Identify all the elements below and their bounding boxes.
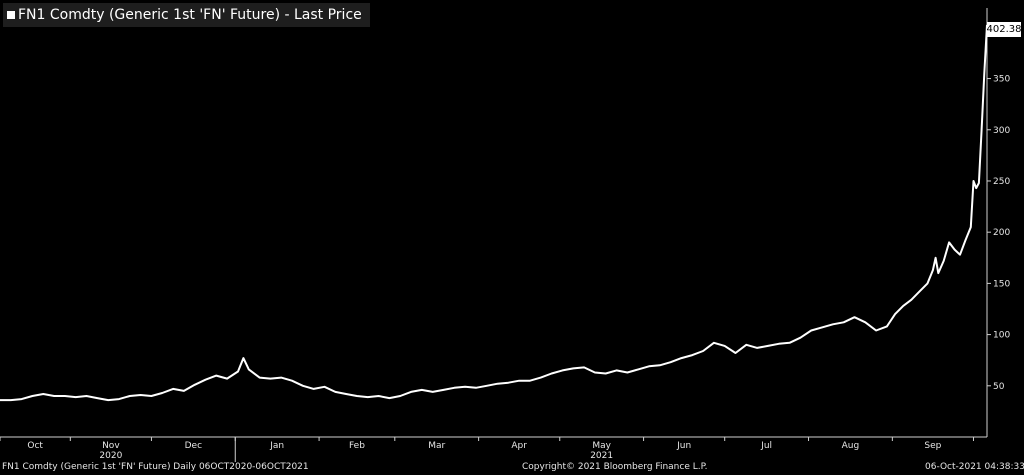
y-tick-label: 350 — [993, 75, 1010, 85]
x-axis-ticks: Oct Nov Dec Jan Feb Mar Apr May Jun Jul Aug Sep 2020… — [0, 437, 974, 462]
x-tick-label: Oct — [27, 441, 43, 451]
x-tick-label: Mar — [428, 441, 445, 451]
x-year-label: 2021 — [590, 451, 613, 461]
legend-square-icon — [7, 11, 15, 19]
x-tick-label: Sep — [924, 441, 941, 451]
chart-title-box: FN1 Comdty (Generic 1st 'FN' Future) - L… — [3, 3, 370, 27]
series-line — [0, 24, 988, 402]
x-year-label: 2020 — [99, 451, 122, 461]
y-axis-ticks: 50 100 150 200 250 300 350 — [987, 75, 1010, 392]
x-tick-label: Dec — [185, 441, 202, 451]
y-tick-label: 300 — [993, 126, 1010, 136]
x-tick-label: May — [592, 441, 611, 451]
last-price-label: 402.38 — [986, 22, 1022, 37]
x-tick-label: Feb — [349, 441, 365, 451]
chart-axes — [0, 8, 988, 438]
y-tick-label: 200 — [993, 228, 1010, 238]
footer-security-info: FN1 Comdty (Generic 1st 'FN' Future) Dai… — [2, 462, 309, 472]
series-layer — [0, 24, 988, 402]
x-tick-label: Nov — [102, 441, 120, 451]
y-tick-label: 100 — [993, 331, 1010, 341]
footer-timestamp: 06-Oct-2021 04:38:33 — [925, 462, 1024, 472]
chart-title: FN1 Comdty (Generic 1st 'FN' Future) - L… — [18, 7, 362, 23]
y-tick-label: 50 — [993, 382, 1005, 392]
footer-copyright: Copyright© 2021 Bloomberg Finance L.P. — [522, 462, 708, 472]
x-tick-label: Jun — [676, 441, 691, 451]
x-tick-label: Apr — [511, 441, 527, 451]
y-tick-label: 150 — [993, 279, 1010, 289]
x-tick-label: Aug — [842, 441, 860, 451]
x-tick-label: Jul — [760, 441, 772, 451]
y-tick-label: 250 — [993, 177, 1010, 187]
x-tick-label: Jan — [269, 441, 284, 451]
